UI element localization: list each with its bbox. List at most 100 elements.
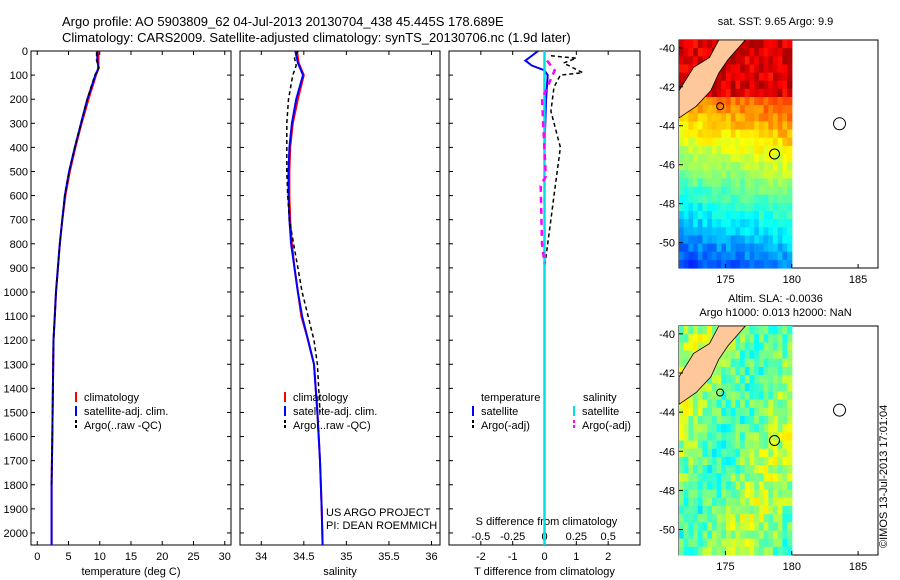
map-cell bbox=[744, 432, 751, 442]
map-cell bbox=[754, 350, 760, 360]
map-cell bbox=[763, 129, 769, 139]
map-cell bbox=[777, 538, 783, 548]
map-cell bbox=[749, 375, 755, 384]
map-cell bbox=[693, 522, 699, 532]
map-cell bbox=[740, 456, 746, 466]
map-cell bbox=[711, 383, 718, 393]
map-cell bbox=[768, 538, 774, 548]
map-cell bbox=[787, 202, 793, 212]
map-cell bbox=[721, 251, 727, 261]
map-cell bbox=[777, 211, 783, 220]
map-cell bbox=[679, 342, 685, 352]
map-cell bbox=[716, 481, 722, 491]
map-cell bbox=[735, 350, 741, 360]
map-cell bbox=[782, 375, 788, 384]
map-cell bbox=[787, 358, 793, 368]
map-cell bbox=[773, 97, 779, 106]
map-cell bbox=[768, 326, 774, 335]
map-cell bbox=[688, 145, 694, 155]
map-cell bbox=[782, 64, 788, 74]
map-cell bbox=[726, 137, 732, 147]
map-cell bbox=[740, 350, 746, 360]
map-cell bbox=[744, 383, 751, 393]
y-tick-label: -40 bbox=[659, 43, 675, 55]
map-cell bbox=[721, 448, 727, 458]
map-cell bbox=[758, 259, 765, 269]
map-cell bbox=[773, 80, 779, 90]
map-cell bbox=[782, 48, 788, 57]
map-cell bbox=[721, 497, 727, 507]
map-cell bbox=[740, 497, 746, 507]
map-cell bbox=[740, 162, 746, 171]
map-cell bbox=[707, 121, 713, 131]
map-cell bbox=[693, 497, 699, 507]
map-cell bbox=[688, 456, 694, 466]
map-cell bbox=[740, 72, 746, 82]
map-cell bbox=[749, 530, 755, 540]
map-cell bbox=[777, 137, 783, 147]
map-cell bbox=[693, 170, 699, 179]
map-cell bbox=[693, 448, 699, 458]
map-cell bbox=[711, 243, 718, 253]
map-cell bbox=[777, 88, 783, 98]
map-cell bbox=[773, 121, 779, 131]
map-cell bbox=[758, 56, 765, 65]
map-cell bbox=[749, 399, 755, 409]
map-cell bbox=[777, 259, 783, 269]
map-cell bbox=[702, 538, 708, 548]
map-cell bbox=[768, 399, 774, 409]
map-cell bbox=[688, 465, 694, 474]
map-cell bbox=[721, 259, 727, 269]
map-cell bbox=[773, 538, 779, 548]
map-cell bbox=[688, 113, 694, 122]
map-cell bbox=[730, 465, 736, 474]
map-cell bbox=[749, 235, 755, 245]
map-cell bbox=[716, 88, 722, 98]
map-cell bbox=[744, 334, 751, 343]
map-cell bbox=[697, 113, 704, 122]
map-cell bbox=[740, 243, 746, 253]
map-cell bbox=[716, 154, 722, 163]
map-cell bbox=[773, 154, 779, 163]
map-cell bbox=[693, 154, 699, 163]
map-cell bbox=[744, 259, 751, 269]
map-cell bbox=[777, 162, 783, 171]
map-cell bbox=[679, 497, 685, 507]
map-cell bbox=[749, 383, 755, 393]
map-cell bbox=[726, 383, 732, 393]
map-cell bbox=[707, 334, 713, 343]
map-cell bbox=[735, 530, 741, 540]
map-cell bbox=[768, 235, 774, 245]
y-tick-label: -48 bbox=[659, 485, 675, 497]
map-cell bbox=[726, 105, 732, 114]
map-cell bbox=[683, 522, 689, 532]
map-cell bbox=[782, 211, 788, 220]
map-cell bbox=[744, 538, 751, 548]
map-cell bbox=[693, 40, 699, 49]
map-cell bbox=[697, 202, 704, 212]
map-cell bbox=[697, 546, 704, 556]
map-cell bbox=[707, 219, 713, 228]
map-cell bbox=[787, 121, 793, 131]
map-cell bbox=[740, 170, 746, 179]
map-cell bbox=[740, 113, 746, 122]
map-cell bbox=[787, 497, 793, 507]
map-cell bbox=[740, 522, 746, 532]
map-cell bbox=[679, 80, 685, 90]
map-cell bbox=[730, 432, 736, 442]
map-cell bbox=[787, 424, 793, 433]
map-cell bbox=[726, 514, 732, 523]
map-cell bbox=[735, 194, 741, 204]
map-cell bbox=[749, 350, 755, 360]
map-cell bbox=[773, 326, 779, 335]
map-cell bbox=[716, 358, 722, 368]
map-cell bbox=[697, 448, 704, 458]
map-cell bbox=[787, 170, 793, 179]
map-cell bbox=[749, 219, 755, 228]
map-cell bbox=[721, 72, 727, 82]
map-cell bbox=[735, 416, 741, 425]
map-cell bbox=[683, 514, 689, 523]
map-cell bbox=[697, 399, 704, 409]
map-cell bbox=[777, 219, 783, 228]
map-cell bbox=[773, 170, 779, 179]
